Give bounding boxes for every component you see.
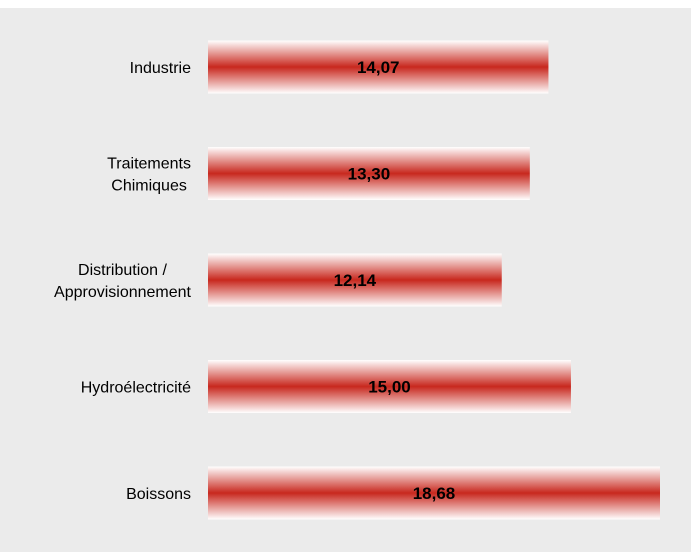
value-label-3: 15,00 — [368, 378, 411, 397]
bar-0 — [208, 40, 549, 94]
value-label-2: 12,14 — [334, 271, 377, 290]
chart-area: 14,07 Industrie 13,30 Traitements Chimiques 1… — [0, 8, 691, 552]
value-label-0: 14,07 — [357, 58, 400, 77]
bar-1 — [208, 147, 530, 200]
category-label-0: Industrie — [130, 60, 191, 77]
category-label-2: Distribution / Approvisionnement — [54, 262, 192, 301]
bar-4 — [208, 466, 660, 520]
category-label-4: Boissons — [126, 486, 191, 503]
category-label-3: Hydroélectricité — [81, 380, 191, 397]
bar-3 — [208, 360, 571, 413]
category-label-line: Distribution / — [78, 262, 167, 279]
bar-2 — [208, 253, 502, 307]
category-label-line: Traitements — [107, 156, 191, 173]
category-label-line: Hydroélectricité — [81, 380, 191, 397]
value-label-1: 13,30 — [348, 165, 391, 184]
category-label-line: Chimiques — [111, 178, 187, 195]
category-label-1: Traitements Chimiques — [107, 156, 191, 195]
category-label-line: Boissons — [126, 486, 191, 503]
bar-chart: 14,07 Industrie 13,30 Traitements Chimiques 1… — [0, 8, 691, 552]
value-label-4: 18,68 — [413, 484, 456, 503]
category-label-line: Approvisionnement — [54, 284, 192, 301]
category-label-line: Industrie — [130, 60, 191, 77]
